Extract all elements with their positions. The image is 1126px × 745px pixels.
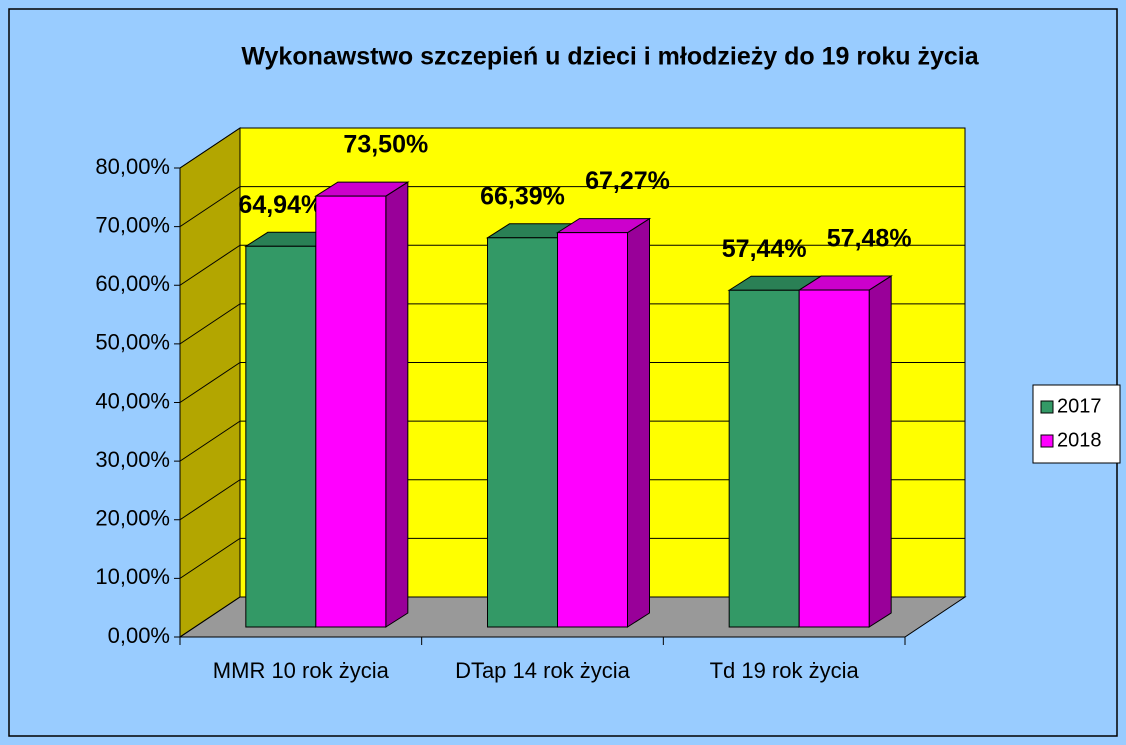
legend-label: 2017 <box>1057 395 1102 417</box>
bar <box>557 232 628 628</box>
grid-line-side <box>179 186 241 228</box>
x-tick-label: Td 19 rok życia <box>709 658 859 683</box>
grid-line-side <box>179 537 241 579</box>
legend-label: 2018 <box>1057 429 1102 451</box>
bar <box>315 195 387 628</box>
bar <box>487 237 558 628</box>
y-tick-label: 10,00% <box>95 564 170 589</box>
grid-line-side <box>179 596 241 638</box>
chart-title: Wykonawstwo szczepień u dzieci i młodzie… <box>241 43 979 71</box>
bar-side <box>385 181 409 628</box>
data-label: 57,48% <box>827 225 912 253</box>
y-tick-label: 80,00% <box>95 154 170 179</box>
y-tick-label: 50,00% <box>95 330 170 355</box>
y-tick-label: 60,00% <box>95 271 170 296</box>
data-label: 57,44% <box>722 235 807 263</box>
data-label: 66,39% <box>480 182 565 210</box>
grid-line-side <box>179 244 241 286</box>
y-tick-label: 70,00% <box>95 212 170 237</box>
legend-box <box>1032 384 1121 464</box>
y-tick-label: 0,00% <box>108 623 170 648</box>
x-tick-label: MMR 10 rok życia <box>212 658 389 683</box>
grid-line-side <box>179 479 241 521</box>
data-label: 73,50% <box>343 131 428 159</box>
bar-side <box>627 217 650 628</box>
y-tick-label: 20,00% <box>95 506 170 531</box>
data-label: 64,94% <box>238 191 323 219</box>
bar <box>798 289 870 628</box>
grid-line-side <box>179 127 241 169</box>
x-tick-label: DTap 14 rok życia <box>455 658 630 683</box>
y-tick-label: 30,00% <box>95 447 170 472</box>
legend-swatch <box>1040 434 1054 448</box>
bar-side <box>868 275 892 628</box>
grid-line-side <box>179 303 241 345</box>
data-label: 67,27% <box>585 167 670 195</box>
grid-line-side <box>179 420 241 462</box>
legend-swatch <box>1040 400 1054 414</box>
grid-line-side <box>179 362 241 403</box>
bar <box>728 289 800 628</box>
y-tick-label: 40,00% <box>95 388 170 413</box>
bar <box>245 245 317 628</box>
chart-border <box>8 8 1118 737</box>
